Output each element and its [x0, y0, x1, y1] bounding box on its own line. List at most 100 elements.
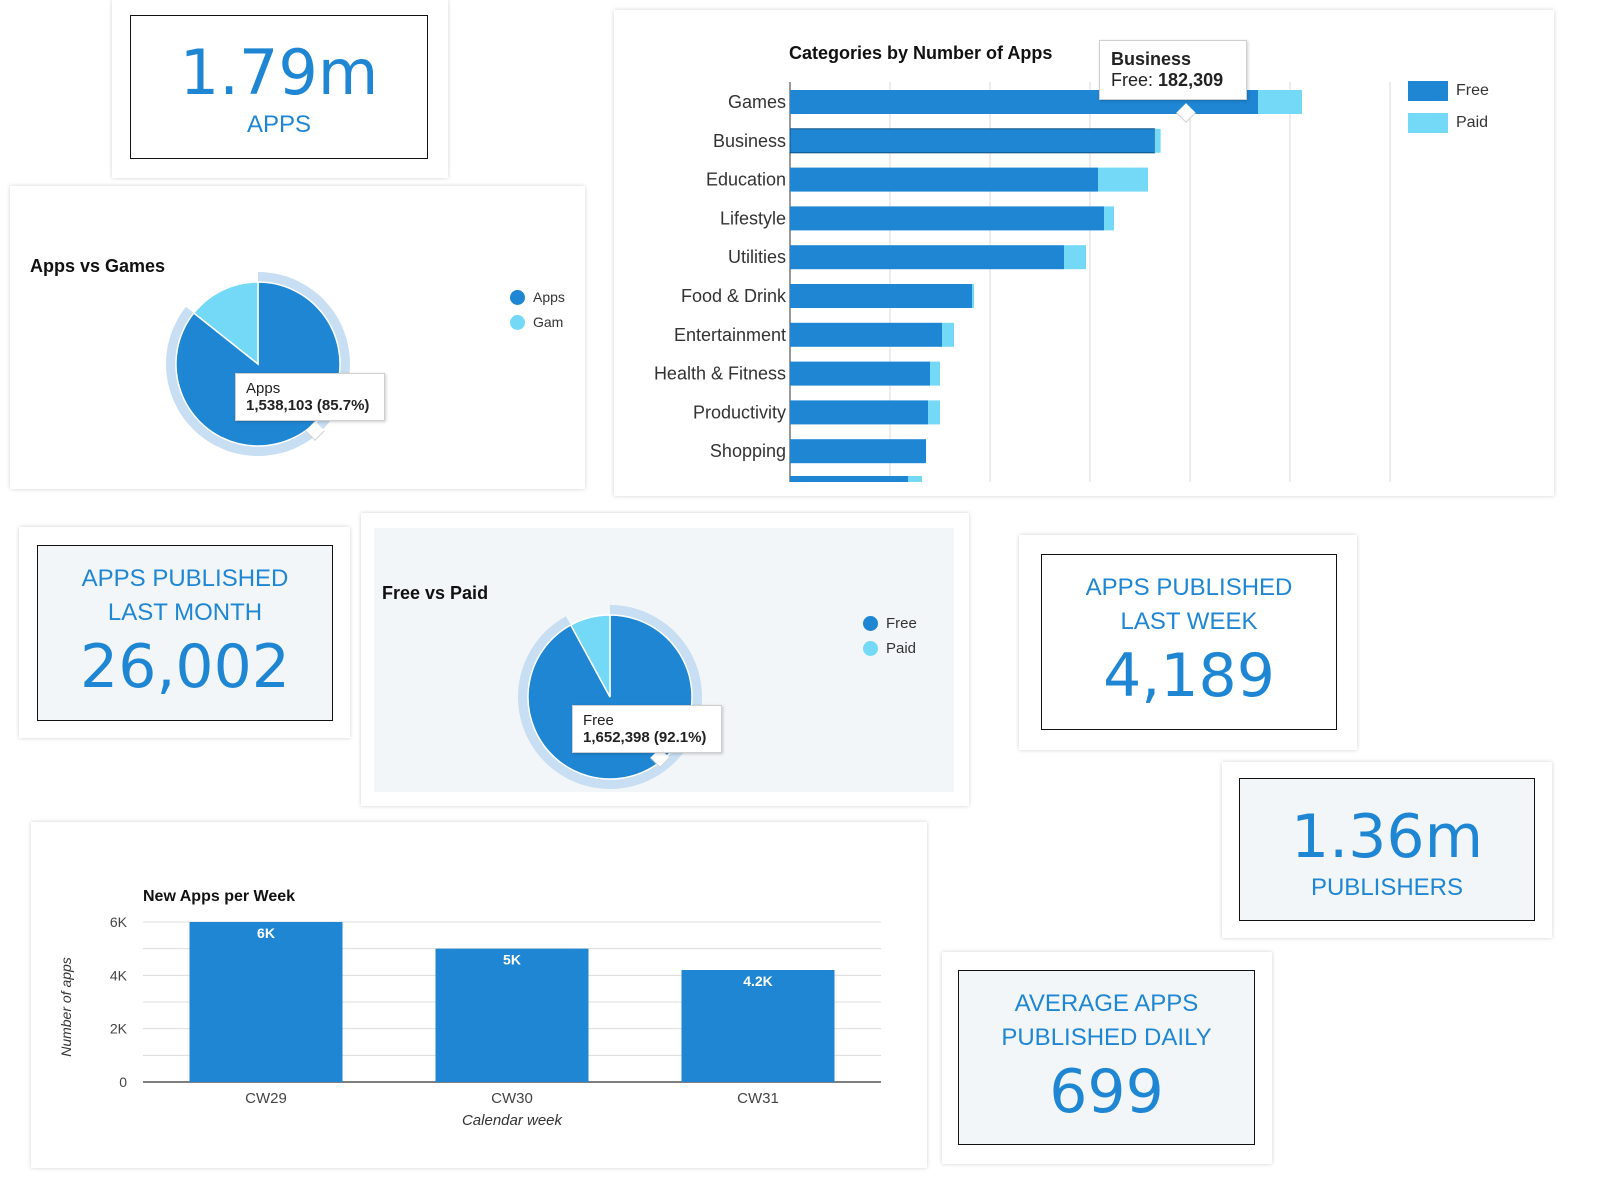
tooltip-label: Free: [1111, 70, 1154, 90]
y-tick-label: 6K [110, 914, 128, 930]
category-label: Health & Fitness [654, 364, 786, 384]
free-tooltip: Free 1,652,398 (92.1%) [572, 705, 722, 753]
bar-paid-productivity [928, 400, 940, 425]
bar-paid-games [1258, 90, 1302, 114]
last-week-value: 4,189 [1103, 641, 1275, 711]
bar-free-productivity [790, 400, 928, 425]
business-tooltip: Business Free: 182,309 [1099, 40, 1247, 100]
last-month-label-2: LAST MONTH [107, 599, 263, 626]
tooltip-value: 182,309 [1158, 70, 1224, 90]
legend-paid[interactable]: Paid [863, 640, 916, 657]
legend-paid-swatch [863, 641, 878, 656]
pie-slice-paid [569, 614, 611, 698]
data-label: 6K [257, 925, 275, 941]
legend-free-swatch [1408, 81, 1448, 101]
last-week-label-1: APPS PUBLISHED [1085, 574, 1293, 601]
category-label: Education [706, 170, 786, 190]
avg-daily-label-2: PUBLISHED DAILY [1001, 1023, 1212, 1051]
category-label: Shopping [710, 441, 786, 461]
bar-paid-lifestyle [1104, 206, 1114, 231]
bar-paid-education [1098, 167, 1148, 192]
free-vs-paid-title: Free vs Paid [382, 583, 489, 603]
legend-paid-swatch [1408, 113, 1448, 133]
last-week-label-2: LAST WEEK [1120, 608, 1258, 635]
publishers-kpi-card: 1.36m PUBLISHERS [1222, 762, 1552, 938]
avg-daily-label-1: AVERAGE APPS [1014, 989, 1199, 1017]
tooltip-name: Free [583, 712, 614, 729]
legend-games-swatch [510, 314, 525, 330]
last-month-label-1: APPS PUBLISHED [81, 565, 289, 592]
tooltip-value: 1,652,398 (92.1%) [583, 729, 707, 746]
new-apps-bar-chart: 0 2K 4K 6K 6K CW29 5K CW30 4.2K CW31 Calendar week… [58, 914, 881, 1129]
y-tick-label: 4K [110, 967, 128, 983]
categories-bar-chart: Games Business Education Lifestyle Utilities… [654, 82, 1391, 482]
legend-games-label: Gam [533, 314, 564, 330]
last-month-kpi-box: APPS PUBLISHED LAST MONTH 26,002 [37, 545, 333, 721]
new-apps-card: New Apps per Week 0 2K 4K 6K 6K CW29 5K CW30 4.2… [31, 822, 927, 1168]
tooltip-row: Free: 182,309 [1111, 70, 1235, 91]
legend-paid-label: Paid [886, 640, 917, 657]
legend-paid-label: Paid [1456, 114, 1489, 131]
x-tick-label: CW29 [245, 1090, 287, 1107]
data-label: 5K [503, 952, 521, 968]
bar-paid-business [1154, 128, 1161, 153]
category-label: Business [713, 131, 786, 151]
legend-apps-swatch [510, 289, 525, 305]
bar-free-lifestyle [790, 206, 1104, 231]
bar-free-utilities [790, 245, 1064, 270]
publishers-label: PUBLISHERS [1310, 873, 1464, 901]
y-axis-title: Number of apps [58, 957, 74, 1057]
category-label: Entertainment [674, 325, 786, 345]
category-label: Lifestyle [720, 208, 786, 228]
legend-free[interactable]: Free [863, 615, 917, 632]
tooltip-name: Apps [246, 380, 281, 397]
apps-kpi-box: 1.79m APPS [130, 15, 428, 159]
apps-kpi-card: 1.79m APPS [112, 0, 448, 178]
bar-free-education [790, 167, 1098, 192]
bar-free-health-fitness [790, 361, 930, 386]
legend-paid[interactable]: Paid [1408, 113, 1488, 133]
category-label: Food & Drink [681, 286, 787, 306]
x-tick-label: CW31 [737, 1090, 779, 1107]
apps-kpi-label: APPS [246, 111, 312, 138]
bar-cw30 [435, 948, 589, 1082]
apps-vs-games-pie [166, 272, 351, 456]
apps-tooltip: Apps 1,538,103 (85.7%) [235, 373, 385, 421]
avg-daily-kpi-card: AVERAGE APPS PUBLISHED DAILY 699 [942, 952, 1272, 1164]
legend-apps-label: Apps [533, 289, 565, 305]
tooltip-value: 1,538,103 (85.7%) [246, 397, 370, 414]
legend-apps[interactable]: Apps [510, 289, 565, 305]
bar-free-business [789, 128, 1156, 154]
category-label: Games [728, 92, 786, 112]
pie-slice-games [192, 281, 259, 366]
bar-cw31 [681, 970, 835, 1082]
bar-paid-food-drink [972, 284, 974, 308]
last-month-kpi-card: APPS PUBLISHED LAST MONTH 26,002 [19, 527, 350, 738]
bar-paid-utilities [1064, 245, 1086, 270]
legend-free-label: Free [1456, 82, 1489, 99]
avg-daily-kpi-box: AVERAGE APPS PUBLISHED DAILY 699 [958, 970, 1255, 1145]
bar-free-shopping [790, 439, 926, 464]
bar-partial [790, 476, 908, 482]
bar-free-food-drink [790, 284, 972, 308]
bar-cw29 [189, 922, 343, 1082]
data-label: 4.2K [743, 973, 773, 989]
publishers-value: 1.36m [1290, 801, 1484, 872]
legend-free[interactable]: Free [1408, 81, 1489, 101]
tooltip-name: Business [1111, 49, 1192, 69]
new-apps-title: New Apps per Week [143, 888, 296, 905]
legend-free-label: Free [886, 615, 917, 632]
x-tick-label: CW30 [491, 1090, 533, 1107]
categories-card: Categories by Number of Apps Games Busine… [614, 10, 1554, 496]
legend-free-swatch [863, 616, 878, 631]
last-week-kpi-card: APPS PUBLISHED LAST WEEK 4,189 [1019, 535, 1357, 750]
legend-games[interactable]: Gam [510, 314, 570, 330]
apps-vs-games-card: Apps vs Games Apps Gam Apps 1,538,103 (8… [10, 186, 585, 489]
category-label: Productivity [693, 402, 786, 422]
bar-partial [908, 476, 922, 482]
y-tick-label: 0 [119, 1074, 127, 1090]
categories-title: Categories by Number of Apps [789, 43, 1053, 63]
free-vs-paid-card: Free vs Paid Free Paid Free 1,652,398 (9… [361, 513, 969, 806]
last-month-value: 26,002 [80, 632, 290, 702]
apps-kpi-value: 1.79m [179, 36, 379, 109]
